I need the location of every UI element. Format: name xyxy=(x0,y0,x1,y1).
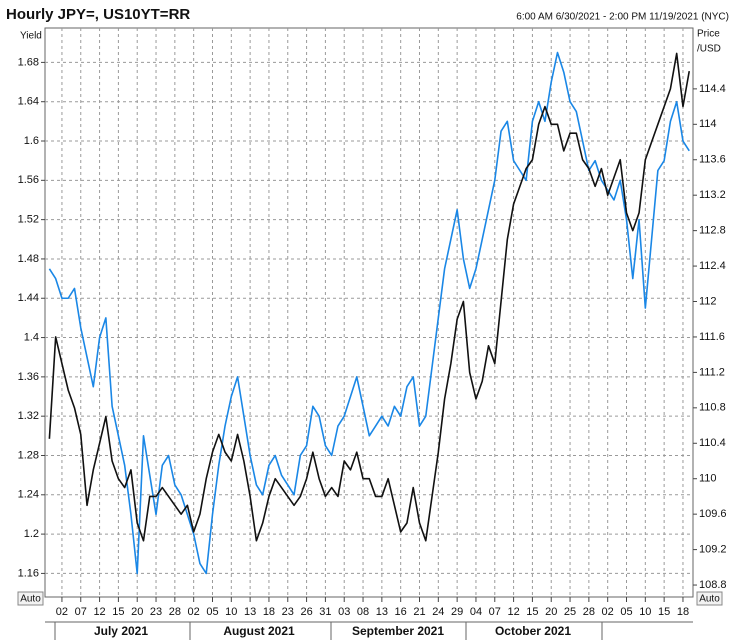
auto-button[interactable] xyxy=(17,591,44,606)
y-tick-label: 1.44 xyxy=(18,292,39,304)
x-tick-label: 13 xyxy=(376,606,388,618)
y-tick-label: 1.4 xyxy=(24,331,39,343)
y2-tick-label: 113.2 xyxy=(699,189,726,201)
x-tick-label: 20 xyxy=(545,606,557,618)
month-label: September 2021 xyxy=(352,624,444,638)
x-tick-label: 25 xyxy=(564,606,576,618)
x-tick-label: 07 xyxy=(75,606,87,618)
x-tick-label: 05 xyxy=(620,606,632,618)
x-tick-label: 20 xyxy=(131,606,143,618)
x-tick-label: 04 xyxy=(470,606,482,618)
x-tick-label: 18 xyxy=(677,606,689,618)
x-tick-label: 23 xyxy=(282,606,294,618)
month-label: July 2021 xyxy=(94,624,148,638)
y2-tick-label: 111.6 xyxy=(699,331,725,343)
x-tick-label: 28 xyxy=(169,606,181,618)
y2-tick-label: 111.2 xyxy=(699,366,725,378)
series-line xyxy=(48,51,690,575)
x-tick-label: 21 xyxy=(413,606,425,618)
x-tick-label: 23 xyxy=(150,606,162,618)
x-tick-label: 07 xyxy=(489,606,501,618)
chart-subtitle: 6:00 AM 6/30/2021 - 2:00 PM 11/19/2021 (… xyxy=(516,12,729,23)
auto-button[interactable] xyxy=(696,591,723,606)
x-tick-label: 24 xyxy=(432,606,444,618)
y-tick-label: 1.56 xyxy=(18,174,39,186)
y2-tick-label: 109.6 xyxy=(699,508,727,520)
y-tick-label: 1.32 xyxy=(18,410,39,422)
x-tick-label: 08 xyxy=(357,606,369,618)
auto-button-label[interactable]: Auto xyxy=(699,594,720,605)
x-tick-label: 16 xyxy=(395,606,407,618)
y-tick-label: 1.64 xyxy=(18,96,39,108)
x-tick-label: 03 xyxy=(338,606,350,618)
x-tick-label: 26 xyxy=(300,606,312,618)
x-tick-label: 28 xyxy=(583,606,595,618)
chart-title: Hourly JPY=, US10YT=RR xyxy=(6,6,190,23)
y2-tick-label: 114.4 xyxy=(699,83,726,95)
y2-tick-label: 110 xyxy=(699,473,717,485)
x-tick-label: 15 xyxy=(112,606,124,618)
y2-tick-label: 109.2 xyxy=(699,544,727,556)
y2-axis-label: /USD xyxy=(697,44,721,55)
x-tick-label: 02 xyxy=(602,606,614,618)
x-tick-label: 13 xyxy=(244,606,256,618)
y-tick-label: 1.24 xyxy=(18,489,39,501)
y2-tick-label: 110.4 xyxy=(699,437,726,449)
x-tick-label: 05 xyxy=(206,606,218,618)
y2-tick-label: 112.8 xyxy=(699,225,726,237)
y-tick-label: 1.16 xyxy=(18,567,39,579)
y-tick-label: 1.2 xyxy=(24,528,39,540)
x-tick-label: 12 xyxy=(507,606,519,618)
x-tick-label: 29 xyxy=(451,606,463,618)
x-tick-label: 18 xyxy=(263,606,275,618)
x-tick-label: 15 xyxy=(658,606,670,618)
y2-tick-label: 113.6 xyxy=(699,154,726,166)
series-line xyxy=(48,52,691,542)
y-axis-label: Yield xyxy=(20,31,42,42)
x-tick-label: 12 xyxy=(93,606,105,618)
y2-axis-label: Price xyxy=(697,29,720,40)
y-tick-label: 1.28 xyxy=(18,449,39,461)
y2-tick-label: 114 xyxy=(699,118,717,130)
y2-tick-label: 110.8 xyxy=(699,402,726,414)
auto-button-label[interactable]: Auto xyxy=(20,594,41,605)
x-tick-label: 02 xyxy=(56,606,68,618)
y2-tick-label: 112 xyxy=(699,295,717,307)
month-label: August 2021 xyxy=(223,624,295,638)
plot-area xyxy=(44,27,694,598)
y-tick-label: 1.48 xyxy=(18,253,39,265)
y2-tick-label: 112.4 xyxy=(699,260,726,272)
y-tick-label: 1.36 xyxy=(18,371,39,383)
x-tick-label: 31 xyxy=(319,606,331,618)
month-label: October 2021 xyxy=(495,624,571,638)
y2-tick-label: 108.8 xyxy=(699,579,727,591)
y-tick-label: 1.6 xyxy=(24,135,39,147)
x-tick-label: 10 xyxy=(639,606,651,618)
y-tick-label: 1.52 xyxy=(18,214,39,226)
y-tick-label: 1.68 xyxy=(18,56,39,68)
x-tick-label: 02 xyxy=(188,606,200,618)
x-tick-label: 10 xyxy=(225,606,237,618)
x-tick-label: 15 xyxy=(526,606,538,618)
